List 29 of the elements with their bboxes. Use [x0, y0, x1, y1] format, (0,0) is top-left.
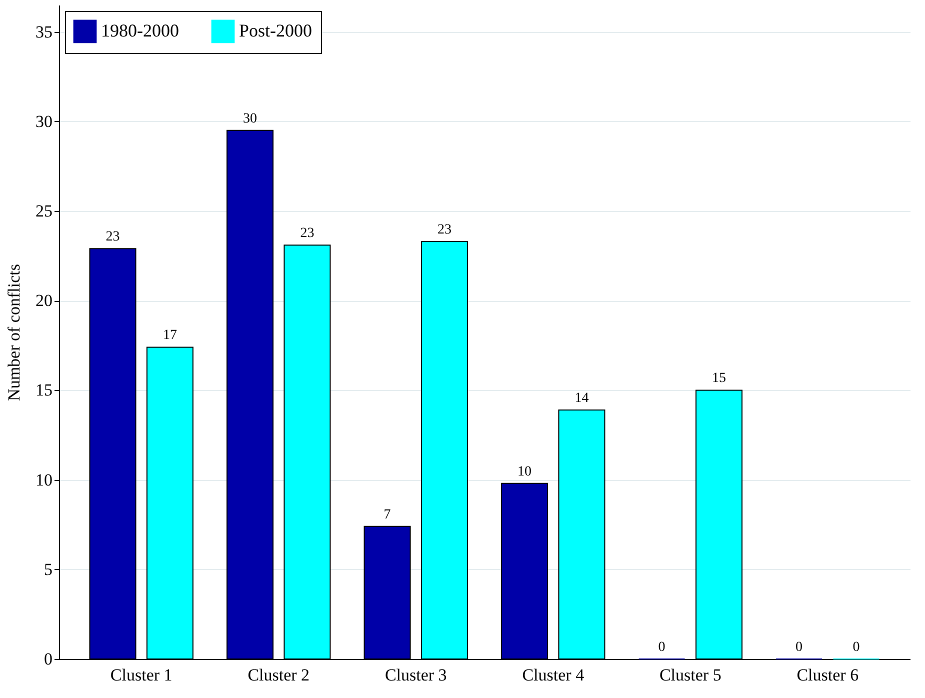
y-tick-label: 15: [36, 380, 52, 400]
x-tick-label: Cluster 1: [110, 666, 172, 684]
x-tick-label: Cluster 6: [796, 666, 859, 684]
y-tick-label: 25: [36, 202, 52, 221]
y-axis-title: Number of conflicts: [4, 264, 24, 401]
data-label: 14: [574, 390, 589, 406]
data-label: 0: [658, 640, 666, 655]
y-tick-label: 0: [44, 650, 52, 668]
y-tick-label: 5: [44, 560, 52, 579]
y-tick-label: 35: [36, 22, 52, 42]
data-label: 0: [796, 640, 803, 655]
data-label: 23: [106, 230, 120, 245]
y-tick-label: 30: [36, 112, 52, 131]
x-tick-label: Cluster 2: [248, 666, 310, 684]
x-tick-label: Cluster 4: [522, 666, 585, 684]
y-tick-label: 10: [36, 470, 52, 490]
data-label: 15: [712, 371, 726, 386]
data-label: 30: [243, 111, 258, 126]
data-label: 7: [384, 507, 391, 522]
x-tick-label: Cluster 3: [384, 666, 447, 684]
x-tick-label: Cluster 5: [659, 666, 722, 684]
data-label: 23: [437, 222, 452, 238]
data-label: 17: [162, 328, 177, 344]
data-label: 0: [852, 640, 860, 655]
data-label: 10: [518, 464, 532, 480]
legend-label: Post-2000: [239, 20, 312, 40]
y-tick-label: 20: [36, 291, 52, 310]
data-label: 23: [300, 226, 314, 242]
legend-label: 1980-2000: [101, 20, 179, 40]
